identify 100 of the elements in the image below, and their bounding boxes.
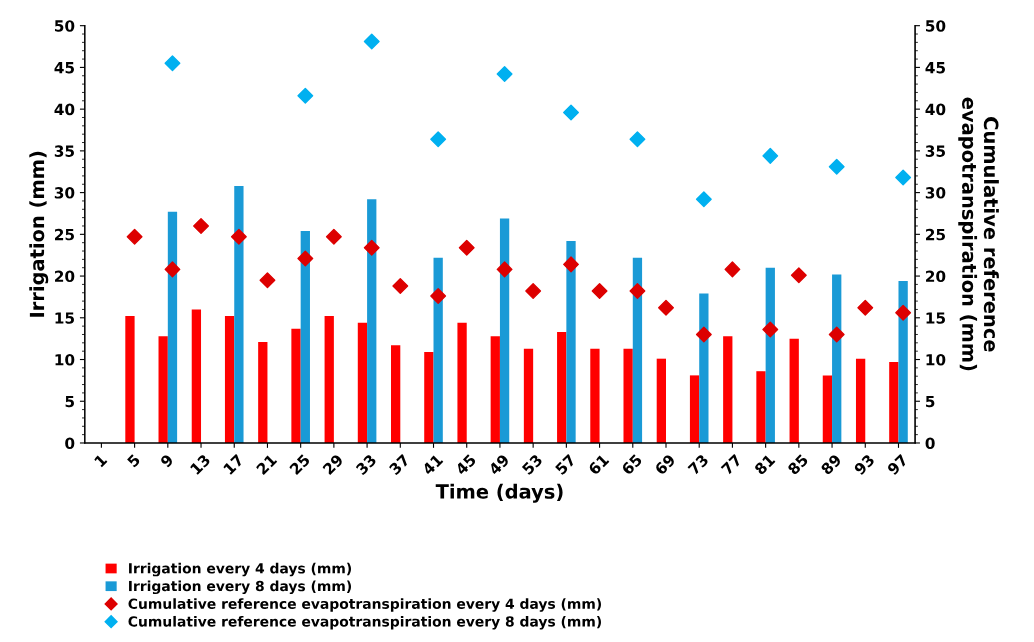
point <box>297 250 314 267</box>
point <box>895 304 912 321</box>
x-tick-label: 29 <box>322 453 344 476</box>
x-tick-label: 77 <box>720 453 743 476</box>
x-tick-label: 73 <box>687 453 709 476</box>
x-tick-label: 5 <box>126 453 141 468</box>
bar <box>898 281 908 443</box>
x-tick-label: 41 <box>421 453 444 476</box>
bar <box>756 371 766 443</box>
bar <box>855 358 866 443</box>
bar <box>433 257 443 443</box>
x-tick-label: 61 <box>587 453 610 476</box>
y-tick-label: 15 <box>55 312 74 324</box>
y-tick-label: 20 <box>55 270 75 283</box>
bar <box>590 348 600 443</box>
point <box>563 256 579 273</box>
bar <box>367 199 377 443</box>
y2-tick-label: 25 <box>926 228 946 241</box>
y2-tick-label: 5 <box>925 395 935 408</box>
y2-axis-title: Cumulative reference evapotranspiration (mm) <box>958 97 999 371</box>
bar <box>357 322 368 443</box>
x-tick-label: 49 <box>487 453 510 476</box>
point <box>828 158 845 175</box>
bar <box>457 322 467 443</box>
bar <box>557 331 567 443</box>
legend-label: Cumulative reference evapotranspiration every 8 days (mm) <box>128 615 601 630</box>
point <box>496 261 513 278</box>
bar <box>490 336 500 443</box>
bar <box>723 336 733 443</box>
y2-tick-label: 45 <box>925 62 946 74</box>
bar <box>632 257 643 443</box>
bar <box>391 345 401 443</box>
x-tick-label: 69 <box>654 453 676 476</box>
point <box>563 104 579 121</box>
point <box>695 191 712 208</box>
bar <box>167 211 178 443</box>
point <box>828 326 845 343</box>
x-tick-label: 17 <box>223 453 244 475</box>
y-tick-label: 0 <box>65 437 75 449</box>
y2-tick-label: 40 <box>925 103 946 116</box>
point <box>762 321 779 338</box>
point <box>695 326 712 343</box>
bar <box>523 348 534 443</box>
bar <box>822 375 833 443</box>
x-tick-label: 37 <box>388 453 411 476</box>
y-tick-label: 50 <box>54 20 75 32</box>
legend-label: Irrigation every 4 days (mm) <box>129 562 351 577</box>
bar <box>300 230 310 443</box>
x-tick-label: 81 <box>753 453 776 476</box>
x-tick-label: 25 <box>288 453 311 476</box>
x-tick-label: 65 <box>620 453 643 476</box>
point <box>895 169 912 186</box>
point <box>363 239 380 256</box>
x-tick-label: 85 <box>786 453 809 476</box>
y-tick-label: 40 <box>54 103 75 116</box>
point <box>430 131 447 148</box>
y2-tick-label: 0 <box>925 437 935 449</box>
legend-label: Irrigation every 8 days (mm) <box>129 580 351 595</box>
x-tick-label: 53 <box>521 453 543 476</box>
x-tick-label: 57 <box>554 453 577 476</box>
bar <box>789 338 799 443</box>
bar <box>224 316 235 443</box>
y2-tick-label: 35 <box>925 145 946 157</box>
y-tick-label: 5 <box>65 395 74 408</box>
y-tick-label: 10 <box>55 353 75 366</box>
bar <box>566 241 576 443</box>
x-tick-label: 13 <box>189 453 211 475</box>
bar <box>656 358 666 443</box>
point <box>496 66 513 83</box>
bar <box>689 375 700 443</box>
x-tick-label: 9 <box>159 453 175 469</box>
x-tick-label: 45 <box>454 453 477 476</box>
y2-tick-label: 15 <box>926 312 946 324</box>
bar <box>699 293 709 443</box>
x-tick-label: 33 <box>355 453 377 476</box>
x-tick-label: 93 <box>853 453 876 476</box>
x-tick-label: 97 <box>886 453 909 476</box>
point <box>297 87 314 104</box>
bar <box>191 309 202 443</box>
bar <box>424 352 434 443</box>
bar <box>291 328 301 443</box>
point <box>164 55 181 72</box>
bar <box>623 348 633 443</box>
y-tick-label: 30 <box>54 187 75 199</box>
y2-tick-label: 30 <box>925 187 946 199</box>
point <box>363 33 380 50</box>
y-tick-label: 35 <box>54 145 74 157</box>
point <box>430 288 447 305</box>
y2-tick-label: 50 <box>925 20 946 32</box>
bar <box>889 362 899 443</box>
bar <box>324 316 334 443</box>
bar <box>234 185 244 443</box>
legend-label: Cumulative reference evapotranspiration every 4 days (mm) <box>128 598 601 612</box>
x-axis-title: Time (days) <box>435 483 563 503</box>
point <box>762 147 779 164</box>
bar <box>125 316 135 443</box>
point <box>629 283 646 300</box>
y2-tick-label: 10 <box>926 353 946 366</box>
point <box>230 228 247 245</box>
y-tick-label: 25 <box>55 228 74 241</box>
